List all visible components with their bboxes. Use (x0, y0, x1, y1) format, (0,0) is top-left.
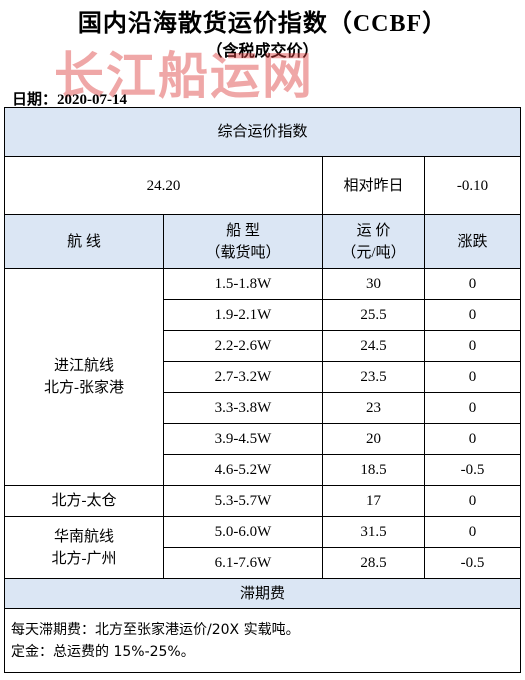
price-cell: 23 (322, 392, 425, 424)
route-header: 航 线 (4, 214, 164, 269)
ship-type-cell: 3.3-3.8W (163, 392, 323, 424)
table-row: 4.6-5.2W 18.5 -0.5 (5, 454, 522, 486)
ship-type-cell: 2.7-3.2W (163, 361, 323, 393)
change-cell: 0 (423, 268, 522, 300)
change-cell: 0 (423, 392, 522, 424)
route-cell: 进江航线北方-张家港 (4, 268, 164, 486)
demurrage-note-2: 定金：总运费的 15%-25%。 (11, 643, 195, 660)
table-row: 3.3-3.8W 23 0 (5, 392, 522, 424)
change-cell: -0.5 (423, 454, 522, 486)
change-cell: 0 (423, 330, 522, 362)
column-header-row: 航 线 船 型 （载货吨） 运 价 （元/吨） 涨跌 (4, 214, 522, 269)
ship-type-cell: 1.9-2.1W (163, 299, 323, 331)
page-subtitle: （含税成交价） (206, 43, 319, 60)
demurrage-notes: 每天滞期费：北方至张家港运价/20X 实载吨。 定金：总运费的 15%-25%。 (3, 608, 522, 673)
index-value-row: 24.20 相对昨日 -0.10 (4, 156, 522, 215)
change-cell: 0 (423, 485, 522, 517)
demurrage-notes-row: 每天滞期费：北方至张家港运价/20X 实载吨。 定金：总运费的 15%-25%。 (3, 608, 522, 673)
demurrage-heading: 滞期费 (3, 578, 522, 609)
ship-type-cell: 1.5-1.8W (163, 268, 323, 300)
route-line-1: 华南航线 (53, 528, 114, 545)
price-cell: 20 (322, 423, 425, 455)
route-line-1: 北方-太仓 (51, 493, 117, 509)
ship-type-cell: 2.2-2.6W (163, 330, 323, 362)
demurrage-note-1: 每天滞期费：北方至张家港运价/20X 实载吨。 (11, 621, 300, 638)
ship-type-cell: 4.6-5.2W (163, 454, 323, 486)
ship-type-header-line1: 船 型 (226, 222, 260, 239)
route-line-2: 北方-张家港 (44, 380, 124, 396)
freight-index-table: 综合运价指数 24.20 相对昨日 -0.10 航 线 船 型 （载货吨） 运 … (3, 107, 522, 673)
ship-type-cell: 5.0-6.0W (163, 516, 323, 548)
change-header: 涨跌 (423, 214, 522, 269)
ship-type-header-line2: （载货吨） (205, 244, 281, 261)
table-row: 进江航线 北方-张家港 1.5-1.8W 30 0 (4, 268, 522, 486)
ship-type-header: 船 型 （载货吨） (163, 214, 323, 269)
index-heading-row: 综合运价指数 (3, 107, 522, 157)
price-header-line2: （元/吨） (341, 244, 406, 261)
change-cell: 0 (423, 423, 522, 455)
price-cell: 25.5 (322, 299, 425, 331)
ship-type-cell: 5.3-5.7W (163, 485, 323, 517)
table-row: 6.1-7.6W 28.5 -0.5 (5, 547, 522, 579)
price-cell: 23.5 (322, 361, 425, 393)
price-header: 运 价 （元/吨） (322, 214, 425, 269)
table-row: 1.9-2.1W 25.5 0 (5, 299, 522, 331)
route-line-1: 进江航线 (53, 358, 114, 374)
index-heading: 综合运价指数 (3, 107, 522, 157)
route-line-2: 北方-广州 (51, 550, 117, 567)
ship-type-cell: 3.9-4.5W (163, 423, 323, 455)
table-row: 2.2-2.6W 24.5 0 (5, 330, 522, 362)
change-value: -0.10 (423, 156, 522, 215)
change-cell: 0 (423, 299, 522, 331)
price-cell: 17 (322, 485, 425, 517)
route-cell: 华南航线北方-广州 (4, 516, 164, 579)
table-row: 北方-太仓 5.3-5.7W 17 0 (4, 485, 522, 517)
change-label: 相对昨日 (322, 156, 425, 215)
price-cell: 24.5 (322, 330, 425, 362)
table-row: 华南航线 北方-广州 5.0-6.0W 31.5 0 (4, 516, 522, 579)
date-label: 日期：2020-07-14 (12, 92, 127, 108)
change-cell: -0.5 (423, 547, 522, 579)
table-row: 3.9-4.5W 20 0 (5, 423, 522, 455)
price-cell: 31.5 (322, 516, 425, 548)
table-row: 2.7-3.2W 23.5 0 (5, 361, 522, 393)
demurrage-heading-row: 滞期费 (3, 578, 522, 609)
price-cell: 28.5 (322, 547, 425, 579)
price-header-line1: 运 价 (356, 222, 391, 239)
page-title: 国内沿海散货运价指数（CCBF） (77, 11, 448, 37)
change-cell: 0 (423, 361, 522, 393)
ship-type-cell: 6.1-7.6W (163, 547, 323, 579)
change-cell: 0 (423, 516, 522, 548)
route-cell: 北方-太仓 (4, 485, 164, 517)
price-cell: 30 (322, 268, 425, 300)
index-value: 24.20 (4, 156, 323, 215)
price-cell: 18.5 (322, 454, 425, 486)
